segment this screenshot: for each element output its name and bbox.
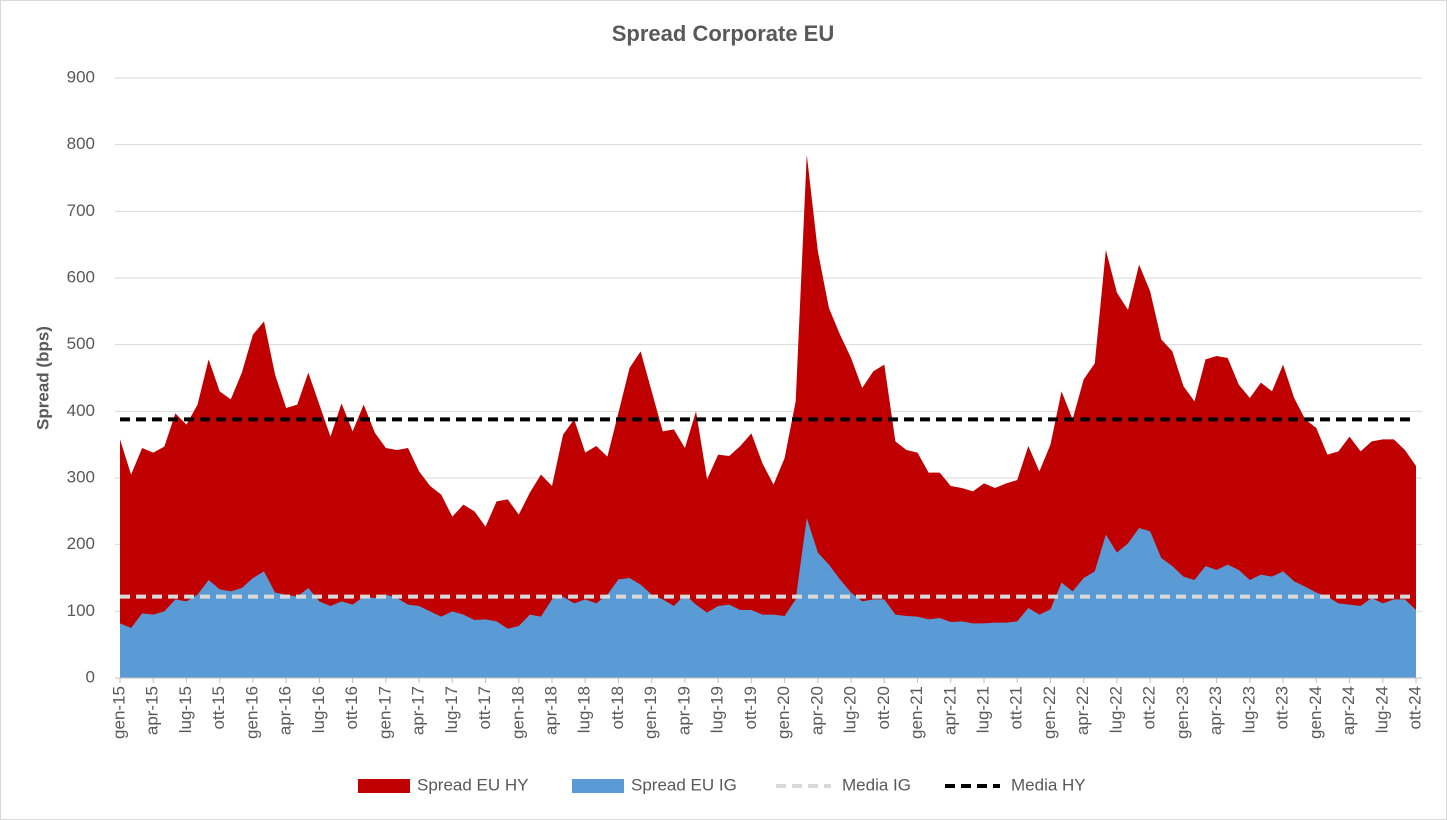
- x-tick-label: apr-15: [143, 686, 162, 735]
- x-tick-label: lug-15: [176, 686, 195, 733]
- x-tick-label: lug-16: [309, 686, 328, 733]
- x-tick-label: apr-16: [276, 686, 295, 735]
- legend-label: Spread EU HY: [417, 775, 529, 794]
- x-tick-label: lug-22: [1106, 686, 1125, 733]
- x-tick-label: lug-24: [1372, 686, 1391, 733]
- x-tick-label: ott-19: [741, 686, 760, 729]
- x-tick-label: gen-21: [907, 686, 926, 739]
- x-tick-label: ott-23: [1273, 686, 1292, 729]
- x-tick-label: lug-17: [442, 686, 461, 733]
- x-tick-label: apr-19: [674, 686, 693, 735]
- x-tick-label: apr-23: [1206, 686, 1225, 735]
- y-tick-label: 0: [86, 667, 95, 686]
- area: [120, 518, 1416, 678]
- legend-label: Media IG: [842, 775, 911, 794]
- x-tick-label: ott-15: [209, 686, 228, 729]
- y-tick-label: 800: [67, 134, 95, 153]
- x-tick-label: gen-20: [774, 686, 793, 739]
- x-tick-label: ott-21: [1007, 686, 1026, 729]
- y-tick-label: 200: [67, 534, 95, 553]
- x-tick-label: gen-24: [1306, 686, 1325, 739]
- y-axis-label: Spread (bps): [33, 326, 52, 430]
- x-tick-label: ott-22: [1140, 686, 1159, 729]
- x-tick-label: gen-18: [508, 686, 527, 739]
- y-tick-label: 600: [67, 267, 95, 286]
- legend-swatch: [572, 779, 624, 793]
- x-tick-label: gen-17: [375, 686, 394, 739]
- x-tick-label: gen-22: [1040, 686, 1059, 739]
- x-tick-label: apr-17: [409, 686, 428, 735]
- x-tick-label: lug-23: [1239, 686, 1258, 733]
- x-tick-label: gen-19: [641, 686, 660, 739]
- x-tick-label: gen-15: [109, 686, 128, 739]
- y-tick-label: 100: [67, 601, 95, 620]
- x-tick-label: apr-20: [807, 686, 826, 735]
- x-tick-label: apr-21: [940, 686, 959, 735]
- x-tick-label: ott-24: [1405, 686, 1424, 729]
- y-tick-label: 300: [67, 467, 95, 486]
- y-tick-label: 400: [67, 401, 95, 420]
- x-tick-label: apr-18: [541, 686, 560, 735]
- x-tick-label: apr-22: [1073, 686, 1092, 735]
- legend-label: Media HY: [1011, 775, 1086, 794]
- x-tick-label: gen-23: [1173, 686, 1192, 739]
- x-tick-label: ott-20: [874, 686, 893, 729]
- x-tick-label: gen-16: [242, 686, 261, 739]
- x-tick-label: lug-21: [973, 686, 992, 733]
- x-tick-label: ott-18: [608, 686, 627, 729]
- x-tick-label: lug-20: [841, 686, 860, 733]
- x-tick-label: ott-16: [342, 686, 361, 729]
- x-tick-label: lug-18: [575, 686, 594, 733]
- y-tick-label: 900: [67, 67, 95, 86]
- x-tick-label: apr-24: [1339, 686, 1358, 735]
- y-tick-label: 500: [67, 334, 95, 353]
- x-tick-label: lug-19: [708, 686, 727, 733]
- y-tick-label: 700: [67, 201, 95, 220]
- chart-title: Spread Corporate EU: [612, 21, 835, 46]
- x-tick-label: ott-17: [475, 686, 494, 729]
- legend-label: Spread EU IG: [631, 775, 737, 794]
- area: [120, 154, 1416, 678]
- legend-swatch: [358, 779, 410, 793]
